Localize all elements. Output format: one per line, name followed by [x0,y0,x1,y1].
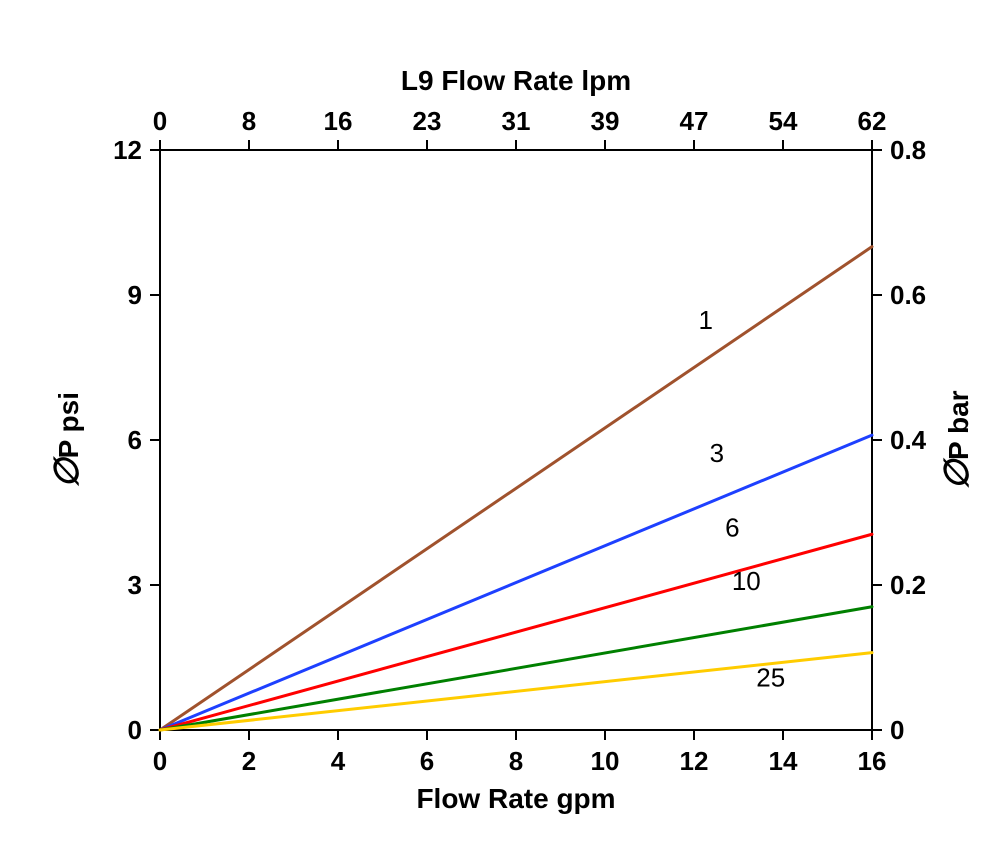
bottom-tick-label: 14 [769,746,798,776]
bottom-axis-label: Flow Rate gpm [416,783,615,814]
right-tick-label: 0.4 [890,425,927,455]
top-tick-label: 23 [413,106,442,136]
top-tick-label: 8 [242,106,256,136]
left-tick-label: 0 [128,715,142,745]
right-tick-label: 0 [890,715,904,745]
series-label-1: 1 [698,305,712,335]
bottom-tick-label: 4 [331,746,346,776]
pressure-flow-chart: 0246810121416Flow Rate gpm08162331394754… [0,0,1002,852]
series-label-3: 3 [710,438,724,468]
top-axis-label: L9 Flow Rate lpm [401,65,631,96]
left-tick-label: 9 [128,280,142,310]
right-axis-label: ∅P bar [938,390,976,489]
series-label-6: 6 [725,513,739,543]
left-tick-label: 6 [128,425,142,455]
top-tick-label: 47 [680,106,709,136]
series-label-10: 10 [732,566,761,596]
right-tick-label: 0.2 [890,570,926,600]
top-tick-label: 39 [591,106,620,136]
right-tick-label: 0.8 [890,135,926,165]
right-tick-label: 0.6 [890,280,926,310]
bottom-tick-label: 12 [680,746,709,776]
bottom-tick-label: 8 [509,746,523,776]
bottom-tick-label: 2 [242,746,256,776]
left-tick-label: 3 [128,570,142,600]
bottom-tick-label: 16 [858,746,887,776]
left-axis-label: ∅P psi [48,392,86,488]
top-tick-label: 62 [858,106,887,136]
top-tick-label: 16 [324,106,353,136]
series-label-25: 25 [756,663,785,693]
top-tick-label: 31 [502,106,531,136]
bottom-tick-label: 6 [420,746,434,776]
bottom-tick-label: 10 [591,746,620,776]
top-tick-label: 0 [153,106,167,136]
left-tick-label: 12 [113,135,142,165]
bottom-tick-label: 0 [153,746,167,776]
top-tick-label: 54 [769,106,798,136]
